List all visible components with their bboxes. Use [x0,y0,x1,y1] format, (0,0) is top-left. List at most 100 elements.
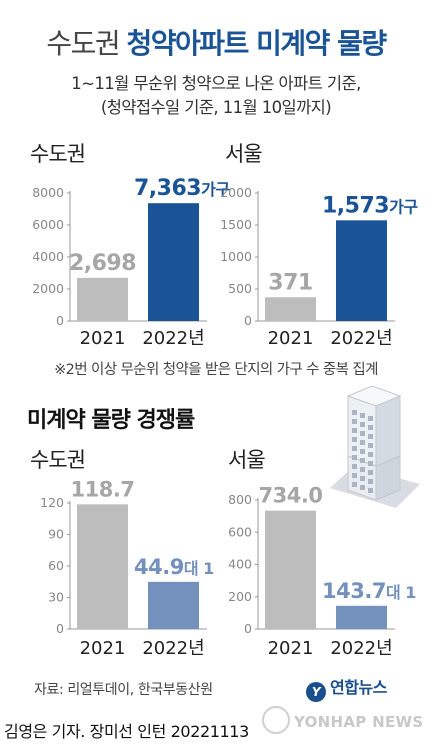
category-label: 2022년 [330,638,392,659]
building-window [368,416,373,421]
y-tick-label: 2000 [220,185,252,200]
bar-3-1 [77,504,128,629]
building-window [352,419,357,424]
category-label: 2021 [268,638,314,659]
building-window [352,410,357,415]
y-tick-label: 1500 [220,217,252,232]
building-window [352,446,357,451]
yonhap-logo: Y 연합뉴스 [306,674,387,702]
building-window [368,470,373,475]
subtitle-line2: (청약접수일 기준, 11월 10일까지) [100,98,332,117]
y-tick-label: 200 [228,589,252,604]
y-tick-label: 0 [244,621,252,636]
value-label: 143.7대 1 [322,579,416,603]
bar-3-2 [148,581,199,629]
bar-1-2 [148,203,199,321]
bar-4-2 [336,605,387,629]
value-unit: 대 1 [386,583,416,602]
value-label: 371 [268,270,312,295]
title-main: 청약아파트 미계약 물량 [126,27,388,60]
y-tick-label: 500 [228,281,252,296]
value-label: 1,573가구 [322,193,418,218]
value-label: 118.7 [71,477,135,501]
category-label: 2022년 [330,328,392,349]
value-label: 2,698 [69,251,136,276]
building-window [360,476,365,481]
building-window [352,473,357,478]
building-window [360,458,365,463]
building-window [360,449,365,454]
value-label: 44.9대 1 [134,555,214,579]
category-label: 2021 [80,638,126,659]
value-number: 143.7 [322,579,386,603]
building-window [352,482,357,487]
building-icon [330,385,420,508]
watermark: YONHAP NEWS [262,706,423,734]
building-window [360,467,365,472]
building-window [360,440,365,445]
watermark-icon [262,706,290,734]
category-label: 2021 [268,328,314,349]
section2-title: 미계약 물량 경쟁률 [27,408,195,433]
value-unit: 가구 [389,197,418,216]
y-tick-label: 400 [228,557,252,572]
value-number: 1,573 [322,193,389,218]
y-tick-label: 90 [48,527,64,542]
y-tick-label: 0 [56,621,64,636]
bar-1-1 [77,277,128,321]
panel3-region-label: 수도권 [30,448,86,472]
watermark-text: YONHAP NEWS [294,713,424,731]
y-tick-label: 4000 [32,249,64,264]
category-label: 2022년 [142,328,204,349]
y-tick-label: 600 [228,524,252,539]
bar-2-2 [336,220,387,321]
building-window [368,479,373,484]
building-window [368,452,373,457]
y-tick-label: 0 [56,313,64,328]
credit-line: 김영은 기자. 장미선 인턴 20221113 [4,722,249,741]
building-window [368,425,373,430]
bar-2-1 [265,297,316,321]
bar-4-1 [265,510,316,629]
panel2-region-label: 서울 [225,142,263,166]
y-tick-label: 2000 [32,281,64,296]
category-label: 2022년 [142,638,204,659]
building-window [360,422,365,427]
building-window [352,428,357,433]
building-window [360,413,365,418]
value-number: 2,698 [69,251,136,276]
title-region: 수도권 [46,27,120,60]
y-tick-label: 0 [244,313,252,328]
yonhap-logo-mark: Y [306,682,326,702]
value-number: 371 [268,270,312,295]
value-number: 44.9 [134,555,184,579]
building-window [368,443,373,448]
value-label: 7,363가구 [134,176,230,201]
value-number: 118.7 [71,477,135,501]
y-tick-label: 120 [40,495,64,510]
building-window [368,488,373,493]
y-tick-label: 1000 [220,249,252,264]
building-window [368,461,373,466]
building-window [352,455,357,460]
building-window [360,485,365,490]
subtitle-line1: 1~11월 무순위 청약으로 나온 아파트 기준, [71,74,361,93]
building-window [352,437,357,442]
y-tick-label: 8000 [32,185,64,200]
value-unit: 대 1 [184,559,214,578]
category-label: 2021 [80,328,126,349]
source-text: 자료: 리얼투데이, 한국부동산원 [34,682,213,698]
footnote: ※2번 이상 무순위 청약을 받은 단지의 가구 수 중복 집계 [54,362,378,378]
logo-text: 연합뉴스 [330,678,387,697]
value-unit: 가구 [201,180,230,199]
page-title: 수도권 청약아파트 미계약 물량 [0,22,432,62]
building-window [360,431,365,436]
y-tick-label: 800 [228,492,252,507]
value-number: 7,363 [134,176,201,201]
y-tick-label: 30 [48,590,64,605]
value-number: 734.0 [259,484,323,508]
y-tick-label: 6000 [32,217,64,232]
panel4-region-label: 서울 [228,448,266,472]
value-label: 734.0 [259,484,323,508]
